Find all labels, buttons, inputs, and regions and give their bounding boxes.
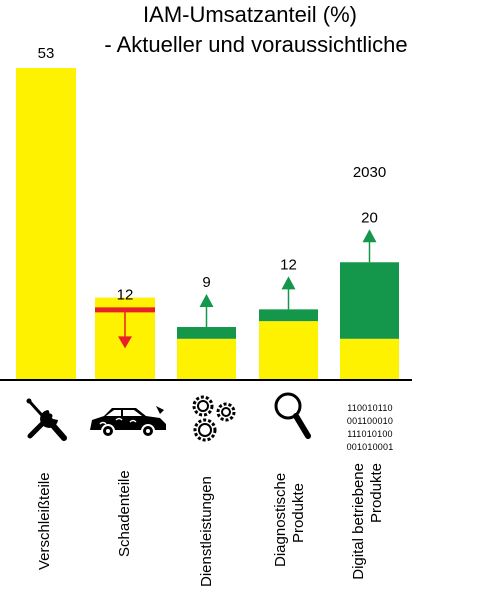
trend-arrow-up (362, 229, 377, 243)
category-label: Diagnostische Produkte (272, 472, 307, 567)
trend-arrow-up (281, 276, 296, 290)
binary-icon: 110010110 001100010 111010100 001010001 (340, 402, 400, 454)
bar-current (340, 338, 399, 380)
category-label: Schadenteile (116, 470, 133, 557)
bar-growth (177, 327, 236, 339)
magnifier-icon (274, 392, 311, 439)
annotation-2030: 2030 (353, 164, 386, 181)
binary-line: 110010110 (347, 403, 393, 413)
binary-line: 111010100 (347, 429, 393, 439)
data-label: 53 (38, 45, 55, 62)
bar-growth (340, 262, 399, 339)
gears-icon (192, 395, 236, 442)
binary-line: 001010001 (346, 442, 394, 452)
bar-growth (259, 309, 318, 322)
bar-current (177, 338, 236, 380)
category-label: Dienstleistungen (198, 476, 215, 587)
trend-arrow-down (118, 336, 132, 349)
category-label: Verschleißteile (36, 472, 53, 570)
chart-title: IAM-Umsatzanteil (%) (143, 2, 357, 27)
binary-line: 001100010 (346, 416, 394, 426)
car-puzzle-icon (90, 406, 166, 438)
data-label: 20 (361, 209, 378, 226)
chart-subtitle: - Aktueller und voraussichtliche (104, 32, 408, 57)
trend-arrow-up (199, 294, 214, 308)
data-label: 9 (202, 274, 210, 291)
bar-decline-line (95, 307, 155, 313)
bar-current (16, 68, 76, 380)
category-label: Digital betriebene Produkte (350, 463, 385, 580)
bar-current (259, 321, 318, 380)
data-label: 12 (117, 286, 134, 303)
tools-icon (26, 398, 67, 441)
data-label: 12 (280, 256, 297, 273)
